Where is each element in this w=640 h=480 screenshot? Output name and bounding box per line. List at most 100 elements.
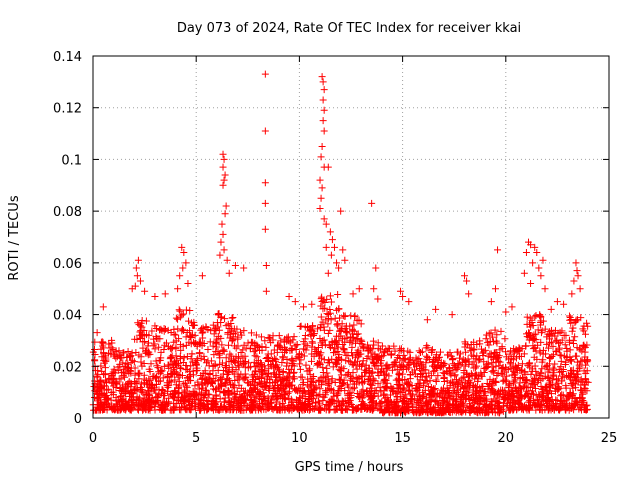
data-point (494, 246, 502, 254)
band-point (151, 406, 159, 414)
band-point (527, 395, 535, 403)
band-point (452, 403, 460, 411)
band-point (257, 333, 265, 341)
band-point (462, 348, 470, 356)
band-point (334, 291, 342, 299)
band-point (185, 317, 193, 325)
band-point (498, 364, 506, 372)
band-point (215, 332, 223, 340)
band-point (439, 369, 447, 377)
band-point (427, 387, 435, 395)
band-point (526, 332, 534, 340)
band-point (137, 353, 145, 361)
band-point (371, 386, 379, 394)
band-point (228, 388, 236, 396)
band-point (405, 364, 413, 372)
band-point (280, 338, 288, 346)
band-point (529, 334, 537, 342)
band-point (391, 347, 399, 355)
data-point (374, 295, 382, 303)
band-point (491, 349, 499, 357)
band-point (237, 328, 245, 336)
band-point (415, 347, 423, 355)
band-point (130, 378, 138, 386)
band-point (171, 403, 179, 411)
band-point (200, 339, 208, 347)
band-point (169, 370, 177, 378)
band-point (498, 344, 506, 352)
band-point (116, 385, 124, 393)
band-point (273, 393, 281, 401)
band-point (187, 355, 195, 363)
band-point (337, 382, 345, 390)
band-point (197, 371, 205, 379)
x-tick-label: 10 (291, 431, 308, 446)
band-point (145, 375, 153, 383)
data-point (220, 155, 228, 163)
band-point (371, 362, 379, 370)
band-point (175, 378, 183, 386)
band-point (399, 406, 407, 414)
band-point (155, 343, 163, 351)
band-point (310, 332, 318, 340)
band-point (338, 320, 346, 328)
band-point (536, 393, 544, 401)
band-point (447, 379, 455, 387)
band-point (444, 389, 452, 397)
band-point (201, 402, 209, 410)
band-point (422, 373, 430, 381)
band-point (475, 407, 483, 415)
data-point (141, 287, 149, 295)
band-point (345, 368, 353, 376)
band-point (261, 362, 269, 370)
band-point (530, 380, 538, 388)
band-point (268, 402, 276, 410)
band-point (393, 392, 401, 400)
band-point (97, 345, 105, 353)
band-point (189, 371, 197, 379)
band-point (436, 363, 444, 371)
band-point (361, 368, 369, 376)
band-point (571, 352, 579, 360)
band-point (401, 376, 409, 384)
data-point (448, 311, 456, 319)
band-point (358, 388, 366, 396)
data-point (572, 259, 580, 267)
band-point (209, 321, 217, 329)
band-point (411, 366, 419, 374)
y-tick-label: 0.14 (53, 50, 82, 65)
band-point (466, 344, 474, 352)
band-point (379, 352, 387, 360)
band-point (250, 370, 258, 378)
band-point (368, 397, 376, 405)
band-point (164, 326, 172, 334)
band-point (482, 335, 490, 343)
band-point (139, 398, 147, 406)
band-point (319, 368, 327, 376)
band-point (327, 344, 335, 352)
band-point (208, 404, 216, 412)
band-point (470, 346, 478, 354)
band-point (386, 409, 394, 417)
band-point (432, 351, 440, 359)
band-point (400, 384, 408, 392)
band-point (323, 364, 331, 372)
band-point (390, 404, 398, 412)
band-point (331, 314, 339, 322)
band-point (517, 395, 525, 403)
data-point (317, 194, 325, 202)
band-point (155, 377, 163, 385)
band-point (161, 341, 169, 349)
data-point (370, 285, 378, 293)
band-point (356, 350, 364, 358)
data-point (324, 269, 332, 277)
band-point (416, 348, 424, 356)
data-point (219, 181, 227, 189)
band-point (194, 378, 202, 386)
band-point (491, 326, 499, 334)
band-point (488, 398, 496, 406)
band-point (308, 375, 316, 383)
band-point (296, 365, 304, 373)
band-point (331, 379, 339, 387)
band-point (349, 337, 357, 345)
